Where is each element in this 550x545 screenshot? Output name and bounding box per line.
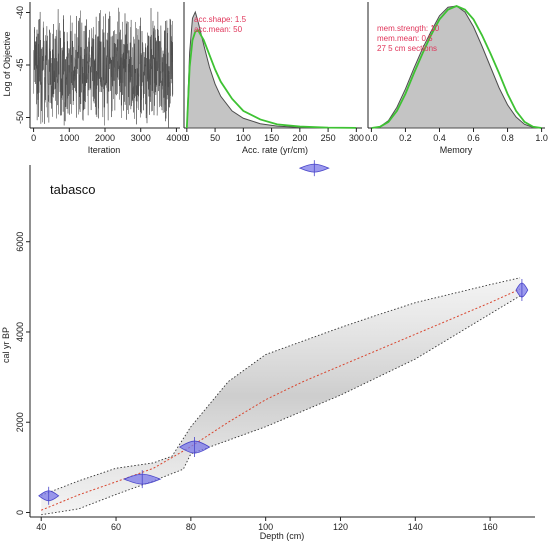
acc-rate-x-tick-label: 100 <box>236 133 251 143</box>
age-depth-y-label: cal yr BP <box>1 327 11 363</box>
calibrated-date <box>123 470 162 489</box>
trace-series <box>33 7 174 128</box>
lower-range-line <box>41 295 521 516</box>
age-depth-x-tick-label: 120 <box>333 522 348 532</box>
age-depth-y-ticks: 0 2000 4000 6000 <box>15 232 30 515</box>
trace-x-label: Iteration <box>88 145 121 155</box>
age-depth-y-tick-label: 2000 <box>15 412 25 432</box>
trace-x-ticks: 0 1000 2000 3000 4000 <box>31 128 186 143</box>
trace-panel: 0 1000 2000 3000 4000 -50 -45 -40 Iteration Lo… <box>2 2 186 155</box>
upper-range-line <box>41 277 521 496</box>
memory-x-tick-label: 1.0 <box>535 133 548 143</box>
acc-rate-x-tick-label: 50 <box>210 133 220 143</box>
age-model-grey-cloud <box>41 277 521 515</box>
age-depth-x-tick-label: 160 <box>483 522 498 532</box>
age-depth-x-tick-label: 80 <box>186 522 196 532</box>
trace-y-label: Log of Objective <box>2 31 12 96</box>
acc-rate-x-tick-label: 150 <box>264 133 279 143</box>
age-depth-x-tick-label: 60 <box>111 522 121 532</box>
trace-y-tick-label: -40 <box>15 6 25 19</box>
acc-rate-x-ticks: 0 50 100 150 200 250 300 <box>184 128 364 143</box>
trace-y-ticks: -50 -45 -40 <box>15 6 30 124</box>
calibrated-date <box>38 486 60 505</box>
memory-x-tick-label: 0.4 <box>433 133 446 143</box>
acc-shape-annotation: acc.shape: 1.5 <box>194 15 247 24</box>
acc-rate-x-tick-label: 250 <box>321 133 336 143</box>
calibrated-dates <box>38 160 529 505</box>
memory-x-ticks: 0.0 0.2 0.4 0.6 0.8 1.0 <box>365 128 548 143</box>
memory-posterior-area <box>371 5 542 129</box>
acc-rate-prior-line <box>185 29 357 129</box>
age-depth-y-tick-label: 6000 <box>15 232 25 252</box>
trace-x-tick-label: 3000 <box>131 133 151 143</box>
core-name: tabasco <box>50 182 96 197</box>
trace-x-tick-label: 1000 <box>59 133 79 143</box>
age-depth-x-tick-label: 100 <box>258 522 273 532</box>
acc-rate-x-tick-label: 300 <box>349 133 364 143</box>
calibrated-date <box>178 437 211 458</box>
sections-annotation: 27 5 cm sections <box>377 44 437 53</box>
memory-x-tick-label: 0.0 <box>365 133 378 143</box>
median-age-line <box>41 288 521 511</box>
age-depth-x-label: Depth (cm) <box>260 531 305 541</box>
trace-x-tick-label: 0 <box>31 133 36 143</box>
calibrated-date <box>298 160 330 177</box>
mem-strength-annotation: mem.strength: 10 <box>377 24 440 33</box>
memory-x-label: Memory <box>440 145 473 155</box>
acc-rate-x-label: Acc. rate (yr/cm) <box>242 145 308 155</box>
trace-line <box>33 7 174 128</box>
age-depth-y-tick-label: 0 <box>15 510 25 515</box>
age-depth-x-tick-label: 140 <box>408 522 423 532</box>
mem-mean-annotation: mem.mean: 0.5 <box>377 34 433 43</box>
age-depth-y-tick-label: 4000 <box>15 322 25 342</box>
memory-x-tick-label: 0.6 <box>467 133 480 143</box>
memory-x-tick-label: 0.8 <box>501 133 514 143</box>
memory-x-tick-label: 0.2 <box>399 133 412 143</box>
trace-x-tick-label: 4000 <box>166 133 186 143</box>
age-depth-panel: 40 60 80 100 120 140 160 0 2000 4000 6000 tabasco… <box>1 160 535 541</box>
memory-panel: 0.0 0.2 0.4 0.6 0.8 1.0 Memory mem.strength: … <box>365 2 548 155</box>
trace-y-tick-label: -50 <box>15 111 25 124</box>
trace-x-tick-label: 2000 <box>95 133 115 143</box>
trace-y-tick-label: -45 <box>15 58 25 71</box>
age-depth-x-ticks: 40 60 80 100 120 140 160 <box>36 517 498 532</box>
acc-rate-panel: 0 50 100 150 200 250 300 Acc. rate (yr/cm) acc… <box>183 2 364 155</box>
acc-rate-x-tick-label: 0 <box>184 133 189 143</box>
age-depth-x-tick-label: 40 <box>36 522 46 532</box>
calibrated-date <box>515 279 529 302</box>
acc-mean-annotation: acc.mean: 50 <box>194 25 243 34</box>
acc-rate-x-tick-label: 200 <box>292 133 307 143</box>
memory-prior-line <box>371 5 542 129</box>
